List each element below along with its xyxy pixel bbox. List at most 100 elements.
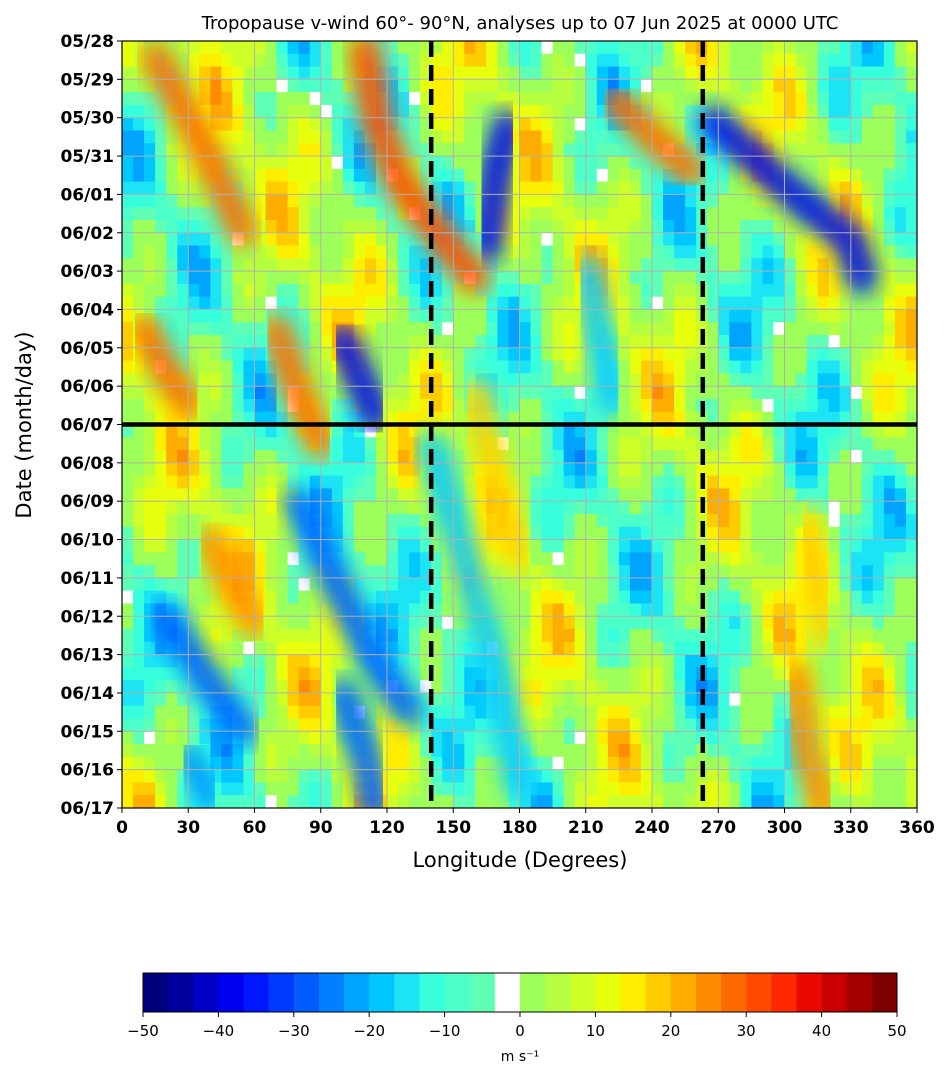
field-cell	[387, 386, 399, 400]
field-cell	[353, 156, 366, 170]
field-cell	[707, 296, 719, 311]
field-cell	[629, 488, 642, 502]
field-cell	[497, 590, 510, 605]
field-cell	[486, 782, 499, 796]
field-cell	[409, 322, 421, 336]
field-cell	[861, 117, 874, 132]
field-cell	[276, 603, 289, 617]
field-cell	[552, 462, 565, 477]
field-cell	[519, 437, 532, 451]
field-cell	[718, 79, 730, 93]
field-cell	[585, 207, 598, 221]
field-cell	[905, 232, 917, 247]
field-cell	[221, 309, 234, 323]
field-cell	[188, 526, 200, 541]
field-cell	[210, 219, 222, 234]
field-cell	[674, 360, 686, 374]
field-cell	[287, 219, 300, 234]
field-cell	[894, 526, 907, 541]
field-cell	[530, 513, 543, 528]
field-cell	[663, 565, 675, 579]
field-cell	[442, 117, 454, 132]
colorbar-swatch	[469, 973, 496, 1012]
field-cell	[762, 283, 775, 298]
field-cell	[674, 680, 686, 694]
field-cell	[718, 437, 730, 451]
field-cell	[563, 53, 576, 68]
field-cell	[464, 488, 476, 502]
field-cell	[640, 513, 653, 528]
field-cell	[431, 283, 443, 298]
field-cell	[331, 641, 344, 656]
wind-feature-core	[336, 686, 382, 808]
field-cell	[309, 92, 322, 106]
field-cell	[166, 450, 178, 464]
field-cell	[133, 692, 145, 707]
field-cell	[155, 769, 167, 784]
field-cell	[729, 667, 741, 681]
field-cell	[232, 117, 245, 132]
field-cell	[431, 411, 443, 426]
field-cell	[585, 513, 598, 528]
field-cell	[652, 603, 664, 617]
field-cell	[751, 41, 764, 55]
field-cell	[420, 130, 432, 144]
field-cell	[276, 795, 289, 808]
field-cell	[497, 424, 510, 438]
field-cell	[342, 194, 355, 208]
field-cell	[166, 577, 178, 592]
field-cell	[674, 41, 686, 55]
field-cell	[364, 475, 377, 490]
field-cell	[464, 437, 476, 451]
field-cell	[464, 66, 476, 80]
field-cell	[166, 258, 178, 272]
field-cell	[133, 552, 145, 566]
field-cell	[409, 641, 421, 656]
field-cell	[828, 437, 841, 451]
field-cell	[309, 245, 322, 259]
field-cell	[331, 168, 344, 183]
field-cell	[375, 603, 388, 617]
field-cell	[585, 130, 598, 144]
field-cell	[718, 603, 730, 617]
field-cell	[883, 360, 896, 374]
field-cell	[663, 616, 675, 630]
field-cell	[320, 513, 333, 528]
field-cell	[585, 66, 598, 80]
field-cell	[828, 309, 841, 323]
field-cell	[696, 795, 708, 808]
field-cell	[287, 143, 300, 157]
field-cell	[519, 283, 532, 298]
field-cell	[640, 795, 653, 808]
field-cell	[508, 373, 521, 387]
field-cell	[464, 782, 476, 796]
field-cell	[353, 552, 366, 566]
field-cell	[729, 245, 741, 259]
field-cell	[707, 501, 719, 515]
field-cell	[287, 603, 300, 617]
field-cell	[607, 488, 620, 502]
field-cell	[685, 424, 697, 438]
field-cell	[707, 475, 719, 490]
field-cell	[541, 347, 554, 362]
field-cell	[729, 680, 741, 694]
field-cell	[177, 219, 189, 234]
field-cell	[652, 322, 664, 336]
field-cell	[839, 769, 852, 784]
field-cell	[541, 386, 554, 400]
field-cell	[453, 450, 465, 464]
field-cell	[740, 53, 752, 68]
field-cell	[563, 526, 576, 541]
field-cell	[596, 577, 609, 592]
field-cell	[541, 705, 554, 720]
field-cell	[420, 718, 432, 732]
field-cell	[398, 309, 410, 323]
field-cell	[144, 539, 156, 553]
field-cell	[894, 41, 907, 55]
field-cell	[199, 232, 211, 247]
field-cell	[387, 590, 399, 605]
field-cell	[364, 513, 377, 528]
field-cell	[640, 782, 653, 796]
field-cell	[773, 104, 786, 119]
field-cell	[552, 66, 565, 80]
